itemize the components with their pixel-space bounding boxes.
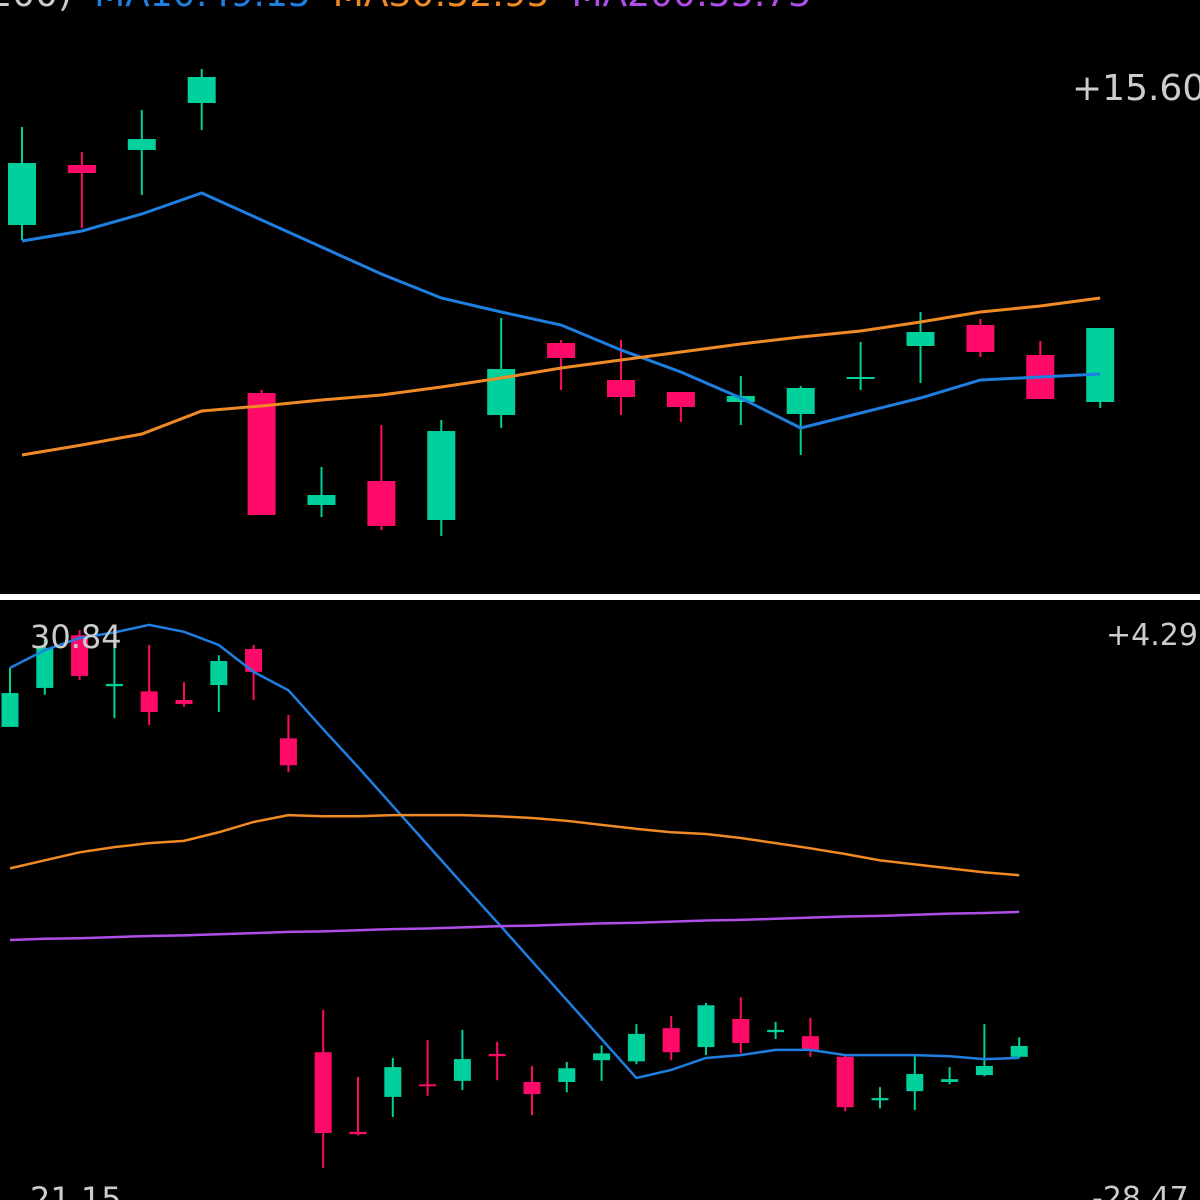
candle-body xyxy=(187,77,216,103)
ma-line xyxy=(9,910,1020,942)
candle-body xyxy=(523,1082,541,1095)
candle-body xyxy=(906,332,935,346)
header-item: MA30:52.95 xyxy=(333,0,550,15)
candle-body xyxy=(427,431,456,520)
candle-body xyxy=(975,1065,993,1076)
candle-body xyxy=(67,165,96,173)
change-label: -28.47 xyxy=(1092,1181,1189,1200)
max-label: 30.84 xyxy=(30,618,122,656)
candle-body xyxy=(247,393,276,515)
header-item: MA200:55.73 xyxy=(571,0,811,15)
candle-body xyxy=(836,1056,854,1108)
header-item: 0,200) xyxy=(0,0,72,15)
candle-body xyxy=(127,139,156,150)
candle-body xyxy=(1010,1045,1028,1057)
ma-line xyxy=(21,296,1101,457)
ma-line xyxy=(9,623,1020,1080)
ma-line xyxy=(21,191,1101,430)
candle-body xyxy=(697,1005,715,1048)
candle-body xyxy=(941,1079,959,1083)
panel-divider xyxy=(0,594,1200,600)
candle-body xyxy=(547,343,576,358)
change-label: +4.29 xyxy=(1106,618,1198,653)
candle-body xyxy=(314,1052,332,1133)
candle-body xyxy=(558,1068,576,1083)
candle-body xyxy=(607,380,635,397)
candle-body xyxy=(767,1029,785,1033)
candle-body xyxy=(1,693,19,727)
candle-body xyxy=(36,647,54,688)
candle-body xyxy=(627,1033,645,1062)
candle-body xyxy=(786,388,815,414)
candle-body xyxy=(846,377,875,379)
candle-body xyxy=(367,481,396,526)
min-label: 21.15 xyxy=(30,1180,122,1200)
header-item: MA10:49.15 xyxy=(94,0,311,15)
candle-body xyxy=(245,648,263,672)
candle-body xyxy=(71,635,89,676)
change-label: +15.60 xyxy=(1072,68,1200,109)
candle-body xyxy=(906,1073,924,1092)
candle-body xyxy=(662,1028,680,1053)
candle-body xyxy=(966,325,995,352)
candle-body xyxy=(307,495,336,505)
candle-body xyxy=(453,1059,471,1081)
candle-body xyxy=(175,699,193,704)
candle-body xyxy=(593,1053,611,1061)
candle-body xyxy=(279,738,297,766)
candle-body xyxy=(384,1067,402,1097)
candle-body xyxy=(8,163,36,225)
candle-body xyxy=(210,661,228,686)
candle-body xyxy=(349,1131,367,1135)
candle-body xyxy=(666,392,695,407)
candle-body xyxy=(1086,328,1115,402)
candle-body xyxy=(488,1053,506,1057)
candle-body xyxy=(140,691,158,712)
candle-body xyxy=(105,683,123,687)
ma-line xyxy=(9,813,1020,877)
candle-body xyxy=(732,1018,750,1044)
candle-body xyxy=(419,1084,437,1087)
candle-body xyxy=(801,1036,819,1050)
candle-body xyxy=(871,1098,889,1101)
